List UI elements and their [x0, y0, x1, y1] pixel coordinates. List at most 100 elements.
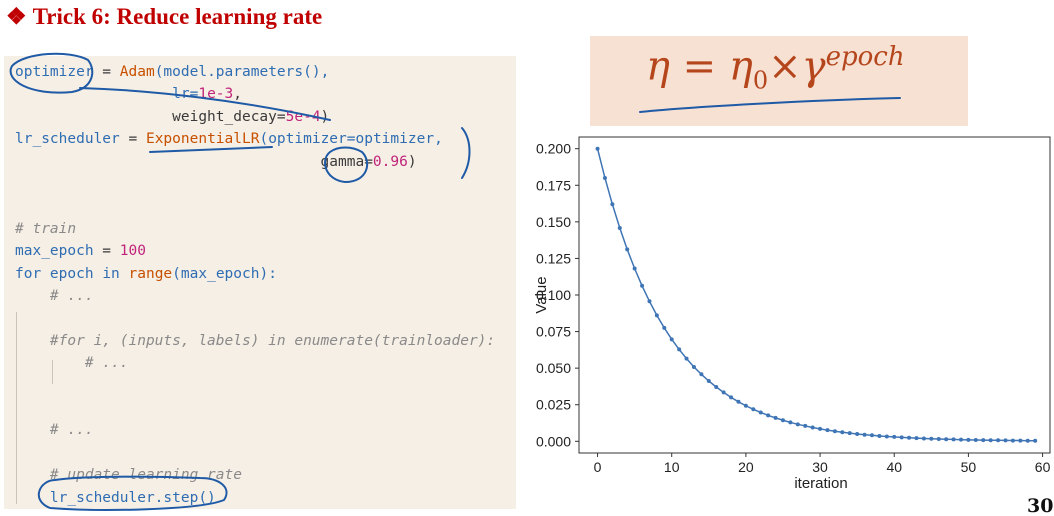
- code-line: # train: [15, 217, 76, 241]
- data-point: [669, 337, 674, 342]
- title-bullet-icon: ❖: [6, 4, 27, 29]
- series-line: [596, 148, 1036, 442]
- data-point: [691, 364, 696, 369]
- data-point: [684, 356, 689, 361]
- code-token: lr_scheduler: [15, 131, 120, 148]
- data-point: [654, 313, 659, 318]
- data-point: [751, 407, 756, 412]
- data-point: [602, 175, 607, 180]
- slide-number: 30: [1027, 495, 1053, 516]
- data-point: [1033, 438, 1038, 443]
- code-token: Adam: [119, 64, 155, 80]
- formula-times: ×γ: [768, 43, 826, 90]
- data-point: [721, 390, 726, 395]
- code-token: # ...: [15, 422, 94, 439]
- x-tick-label: 50: [961, 459, 977, 475]
- y-tick-label: 0.075: [536, 324, 571, 340]
- code-token: =: [119, 131, 146, 148]
- code-token: # ...: [15, 355, 129, 372]
- data-point: [951, 437, 956, 442]
- code-block: optimizer = Adam(model.parameters(), lr=…: [4, 56, 516, 509]
- data-point: [988, 438, 993, 443]
- data-point: [736, 399, 741, 404]
- y-tick-label: 0.100: [536, 287, 571, 303]
- data-point: [803, 423, 808, 428]
- code-token: range: [128, 265, 173, 282]
- code-token: (optimizer=optimizer,: [259, 131, 443, 148]
- code-token: (model.parameters(),: [154, 64, 330, 80]
- code-line: max_epoch = 100: [15, 239, 146, 263]
- y-tick-label: 0.025: [536, 397, 571, 413]
- lr-decay-formula: η = η0×γepoch: [646, 42, 905, 94]
- data-point: [610, 202, 615, 207]
- data-point: [1010, 438, 1015, 443]
- code-token: =: [93, 64, 120, 80]
- data-point: [780, 418, 785, 423]
- data-point: [1003, 438, 1008, 443]
- x-tick-label: 10: [664, 459, 680, 475]
- data-point: [944, 437, 949, 442]
- x-tick-label: 20: [738, 459, 754, 475]
- code-token: (max_epoch):: [172, 265, 277, 282]
- data-point: [892, 434, 897, 439]
- code-line: lr_scheduler = ExponentialLR(optimizer=o…: [15, 127, 443, 151]
- data-point: [869, 433, 874, 438]
- code-token: ): [407, 153, 417, 170]
- data-point: [884, 434, 889, 439]
- data-point: [662, 325, 667, 330]
- code-token: 0.96: [372, 153, 408, 170]
- x-axis-label: iteration: [794, 475, 847, 492]
- data-point: [773, 415, 778, 420]
- x-tick-label: 40: [886, 459, 902, 475]
- data-point: [640, 283, 645, 288]
- y-tick-label: 0.050: [536, 360, 571, 376]
- y-tick-label: 0.125: [536, 250, 571, 266]
- data-point: [1018, 438, 1023, 443]
- data-point: [706, 379, 711, 384]
- x-tick-label: 0: [594, 459, 602, 475]
- data-point: [766, 413, 771, 418]
- formula-subscript: 0: [752, 66, 769, 95]
- data-point: [795, 422, 800, 427]
- data-point: [921, 436, 926, 441]
- data-point: [729, 395, 734, 400]
- code-token: # ...: [15, 288, 94, 304]
- data-point: [825, 428, 830, 433]
- data-point: [818, 426, 823, 431]
- code-token: =: [93, 243, 120, 260]
- data-point: [907, 435, 912, 440]
- y-tick-label: 0.200: [536, 141, 571, 157]
- data-point: [847, 431, 852, 436]
- data-point: [929, 436, 934, 441]
- data-point: [595, 146, 600, 151]
- y-tick-label: 0.000: [536, 433, 571, 449]
- data-point: [966, 437, 971, 442]
- data-point: [788, 420, 793, 425]
- data-point: [617, 225, 622, 230]
- data-point: [743, 403, 748, 408]
- code-line: # ...: [15, 284, 94, 308]
- indent-guide: [16, 312, 17, 504]
- formula-exponent: epoch: [825, 42, 905, 72]
- data-point: [840, 430, 845, 435]
- data-point: [899, 435, 904, 440]
- data-point: [632, 266, 637, 271]
- data-point: [832, 429, 837, 434]
- data-point: [1025, 438, 1030, 443]
- data-point: [855, 431, 860, 436]
- code-token: epoch: [41, 265, 103, 282]
- x-tick-label: 30: [812, 459, 828, 475]
- data-point: [862, 432, 867, 437]
- data-point: [877, 434, 882, 439]
- indent-guide: [52, 360, 53, 384]
- code-token: for: [15, 265, 42, 282]
- formula-lhs: η = η: [646, 43, 753, 90]
- code-line: # ...: [15, 351, 129, 375]
- code-token: 100: [119, 243, 146, 260]
- data-point: [981, 438, 986, 443]
- y-tick-label: 0.175: [536, 177, 571, 193]
- data-point: [647, 299, 652, 304]
- data-point: [810, 425, 815, 430]
- y-axis-label: Value: [533, 276, 550, 313]
